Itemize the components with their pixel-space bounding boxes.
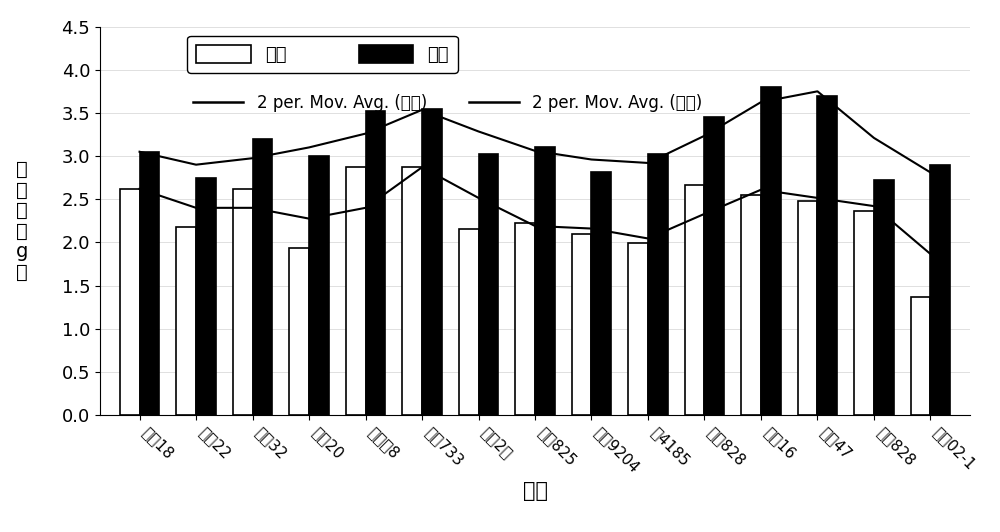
Bar (176, 227, 196, 415)
Bar (196, 178, 216, 415)
Bar (289, 248, 309, 415)
Bar (402, 167, 422, 415)
Bar (515, 223, 535, 415)
2 per. Mov. Avg. (弱光) (698, 211, 710, 217)
2 per. Mov. Avg. (对照) (416, 107, 428, 113)
Bar (648, 154, 668, 415)
Bar (479, 154, 498, 415)
Bar (346, 167, 366, 415)
2 per. Mov. Avg. (弱光) (190, 205, 202, 211)
Bar (591, 172, 611, 415)
Line: 2 per. Mov. Avg. (对照): 2 per. Mov. Avg. (对照) (140, 92, 930, 172)
Bar (911, 297, 930, 415)
2 per. Mov. Avg. (对照) (924, 169, 936, 176)
2 per. Mov. Avg. (弱光) (134, 186, 146, 192)
2 per. Mov. Avg. (弱光) (811, 195, 823, 201)
2 per. Mov. Avg. (对照) (868, 135, 880, 141)
Bar (535, 147, 555, 415)
X-axis label: 品种: 品种 (522, 481, 548, 501)
Bar (140, 152, 159, 415)
2 per. Mov. Avg. (对照) (585, 156, 597, 163)
2 per. Mov. Avg. (弱光) (303, 215, 315, 222)
2 per. Mov. Avg. (对照) (190, 162, 202, 168)
2 per. Mov. Avg. (对照) (473, 128, 485, 135)
Line: 2 per. Mov. Avg. (弱光): 2 per. Mov. Avg. (弱光) (140, 167, 930, 254)
2 per. Mov. Avg. (弱光) (868, 203, 880, 209)
Bar (930, 165, 950, 415)
Bar (366, 111, 385, 415)
2 per. Mov. Avg. (弱光) (473, 195, 485, 201)
2 per. Mov. Avg. (对照) (755, 99, 767, 105)
Bar (798, 201, 817, 415)
Bar (704, 117, 724, 415)
2 per. Mov. Avg. (对照) (134, 148, 146, 155)
2 per. Mov. Avg. (对照) (529, 148, 541, 154)
2 per. Mov. Avg. (对照) (360, 130, 372, 137)
Bar (761, 87, 781, 415)
2 per. Mov. Avg. (对照) (303, 144, 315, 151)
Bar (309, 156, 329, 415)
2 per. Mov. Avg. (对照) (642, 160, 654, 166)
Bar (741, 195, 761, 415)
Bar (854, 211, 874, 415)
Bar (874, 180, 894, 415)
Bar (459, 229, 479, 415)
Text: 茎
干
重
（
g
）: 茎 干 重 （ g ） (16, 160, 28, 281)
Bar (572, 234, 591, 415)
2 per. Mov. Avg. (弱光) (360, 205, 372, 211)
Bar (253, 139, 272, 415)
2 per. Mov. Avg. (弱光) (416, 164, 428, 170)
2 per. Mov. Avg. (弱光) (585, 226, 597, 232)
2 per. Mov. Avg. (弱光) (642, 235, 654, 242)
Bar (628, 243, 648, 415)
Bar (817, 96, 837, 415)
2 per. Mov. Avg. (弱光) (924, 251, 936, 257)
Bar (422, 109, 442, 415)
Bar (120, 189, 140, 415)
2 per. Mov. Avg. (弱光) (529, 223, 541, 229)
2 per. Mov. Avg. (对照) (811, 88, 823, 95)
Legend: 2 per. Mov. Avg. (弱光), 2 per. Mov. Avg. (对照): 2 per. Mov. Avg. (弱光), 2 per. Mov. Avg. … (187, 87, 709, 119)
Bar (233, 189, 253, 415)
2 per. Mov. Avg. (对照) (698, 132, 710, 139)
2 per. Mov. Avg. (对照) (247, 155, 259, 161)
2 per. Mov. Avg. (弱光) (247, 205, 259, 211)
2 per. Mov. Avg. (弱光) (755, 187, 767, 193)
Bar (685, 185, 704, 415)
